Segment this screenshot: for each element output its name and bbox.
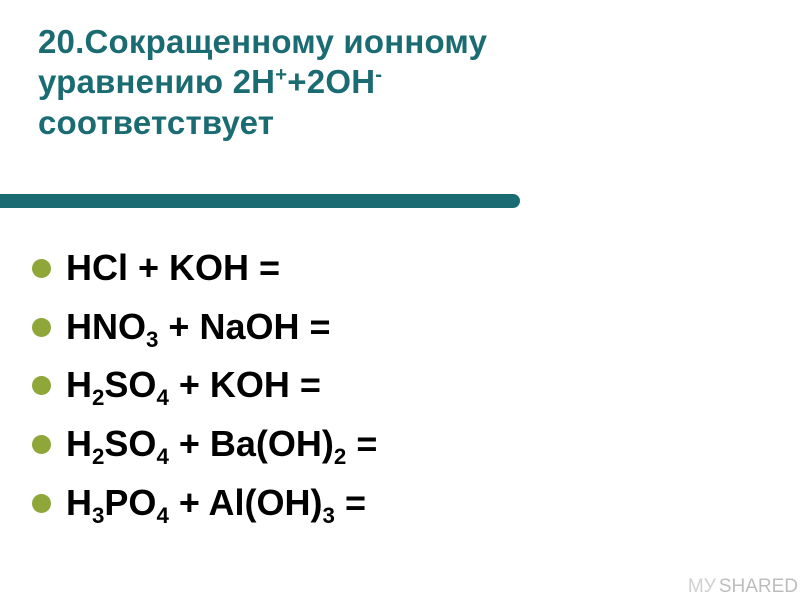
list-item: HNO3 + NaOH = (32, 300, 377, 355)
bullet-icon (32, 318, 51, 337)
watermark-right: SHARED (719, 576, 798, 598)
list-item: HCl + KOH = (32, 241, 377, 296)
formula-text: H2SO4 + Ba(OH)2 = (66, 417, 377, 472)
bullet-icon (32, 259, 51, 278)
title-underline (0, 194, 520, 208)
list-item: H2SO4 + Ba(OH)2 = (32, 417, 377, 472)
formula-text: H3PO4 + Al(OH)3 = (66, 476, 366, 531)
title-line-1: 20.Сокращенному ионному (38, 23, 487, 60)
title-line-2: уравнению 2H++2OH- (38, 63, 382, 100)
list-item: H3PO4 + Al(OH)3 = (32, 476, 377, 531)
watermark: МУSHARED (688, 576, 798, 598)
formula-text: H2SO4 + KOH = (66, 358, 321, 413)
title-line-3: соответствует (38, 104, 274, 141)
watermark-left: МУ (688, 576, 716, 598)
bullet-icon (32, 376, 51, 395)
list-item: H2SO4 + KOH = (32, 358, 377, 413)
formula-text: HNO3 + NaOH = (66, 300, 331, 355)
bullet-icon (32, 435, 51, 454)
formula-text: HCl + KOH = (66, 241, 280, 296)
body-list: HCl + KOH = HNO3 + NaOH = H2SO4 + KOH = … (32, 241, 377, 535)
slide: 20.Сокращенному ионному уравнению 2H++2O… (0, 0, 800, 600)
slide-title: 20.Сокращенному ионному уравнению 2H++2O… (38, 22, 487, 143)
bullet-icon (32, 494, 51, 513)
